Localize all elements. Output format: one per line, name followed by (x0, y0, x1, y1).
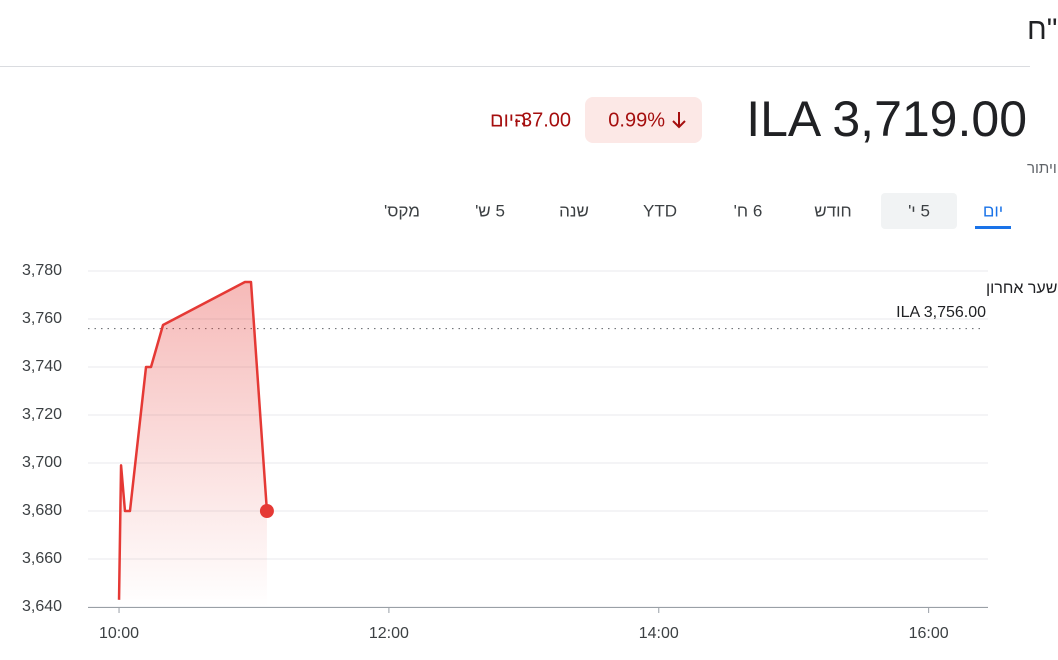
area (119, 282, 267, 607)
y-tick-label: 3,740 (22, 358, 62, 375)
y-tick-label: 3,660 (22, 550, 62, 567)
last-point (259, 504, 274, 518)
title: שלמה א. אנג'ל 1 ש"ח (1027, 13, 1058, 46)
tab-selected-bg (881, 193, 957, 229)
y-tick-label: 3,720 (22, 406, 62, 423)
x-tick-label: 14:00 (639, 625, 679, 642)
y-tick-label: 3,780 (22, 262, 62, 279)
down-arrow (672, 112, 686, 129)
tab[interactable]: YTD (643, 201, 677, 220)
tab[interactable]: יום (983, 201, 1003, 220)
change-period: היום (490, 109, 527, 131)
change: -37.00 (514, 109, 571, 131)
line (117, 280, 269, 600)
x-tick-label: 12:00 (369, 625, 409, 642)
y-tick-label: 3,640 (22, 598, 62, 615)
change-pill (585, 97, 702, 143)
x-tick-label: 10:00 (99, 625, 139, 642)
y-tick-label: 3,760 (22, 310, 62, 327)
y-tick-label: 3,680 (22, 502, 62, 519)
tab[interactable]: שנה (559, 201, 589, 220)
tab[interactable]: מקס' (384, 201, 420, 220)
x-tick-label: 16:00 (909, 625, 949, 642)
tab[interactable]: חודש (814, 201, 851, 220)
tab[interactable]: 5 י' (908, 201, 930, 220)
tab-underline (975, 226, 1011, 229)
price: ILA 3,719.00 (746, 91, 1027, 147)
meta: 7 במאי, 11:05:40 TLV · ILA · UTC+3 · כתב… (1027, 160, 1058, 177)
tab[interactable]: 6 ח' (734, 201, 763, 220)
reference-value: ILA 3,756.00 (896, 304, 986, 321)
y-tick-label: 3,700 (22, 454, 62, 471)
change-percent: 0.99% (608, 109, 665, 131)
reference-label: שער אחרון (986, 280, 1057, 297)
plot: 3,640 3,660 3,680 3,700 3,720 3,740 3,760 3,780… (22, 262, 1057, 642)
tab[interactable]: 5 ש' (475, 201, 505, 220)
